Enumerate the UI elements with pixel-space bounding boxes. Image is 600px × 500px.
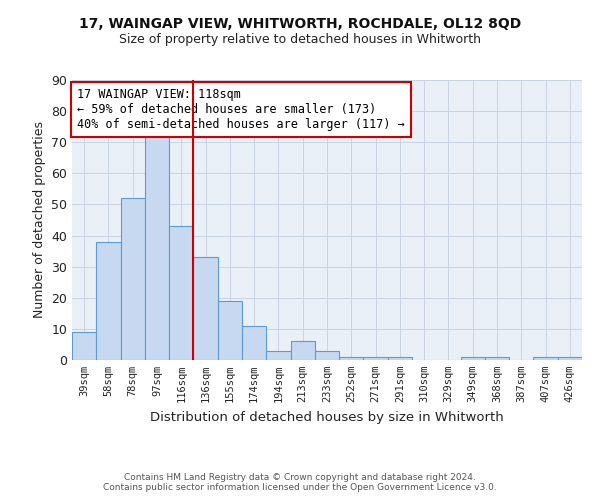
- Bar: [145, 136, 169, 360]
- Bar: [218, 301, 242, 360]
- Bar: [72, 332, 96, 360]
- Text: 17 WAINGAP VIEW: 118sqm
← 59% of detached houses are smaller (173)
40% of semi-d: 17 WAINGAP VIEW: 118sqm ← 59% of detache…: [77, 88, 405, 132]
- Bar: [364, 357, 388, 360]
- Bar: [242, 326, 266, 360]
- Text: Contains HM Land Registry data © Crown copyright and database right 2024.
Contai: Contains HM Land Registry data © Crown c…: [103, 473, 497, 492]
- Bar: [169, 226, 193, 360]
- Y-axis label: Number of detached properties: Number of detached properties: [32, 122, 46, 318]
- Bar: [339, 357, 364, 360]
- X-axis label: Distribution of detached houses by size in Whitworth: Distribution of detached houses by size …: [150, 410, 504, 424]
- Bar: [266, 350, 290, 360]
- Bar: [558, 357, 582, 360]
- Bar: [193, 258, 218, 360]
- Bar: [290, 342, 315, 360]
- Bar: [461, 357, 485, 360]
- Bar: [485, 357, 509, 360]
- Text: Size of property relative to detached houses in Whitworth: Size of property relative to detached ho…: [119, 32, 481, 46]
- Text: 17, WAINGAP VIEW, WHITWORTH, ROCHDALE, OL12 8QD: 17, WAINGAP VIEW, WHITWORTH, ROCHDALE, O…: [79, 18, 521, 32]
- Bar: [121, 198, 145, 360]
- Bar: [96, 242, 121, 360]
- Bar: [388, 357, 412, 360]
- Bar: [533, 357, 558, 360]
- Bar: [315, 350, 339, 360]
